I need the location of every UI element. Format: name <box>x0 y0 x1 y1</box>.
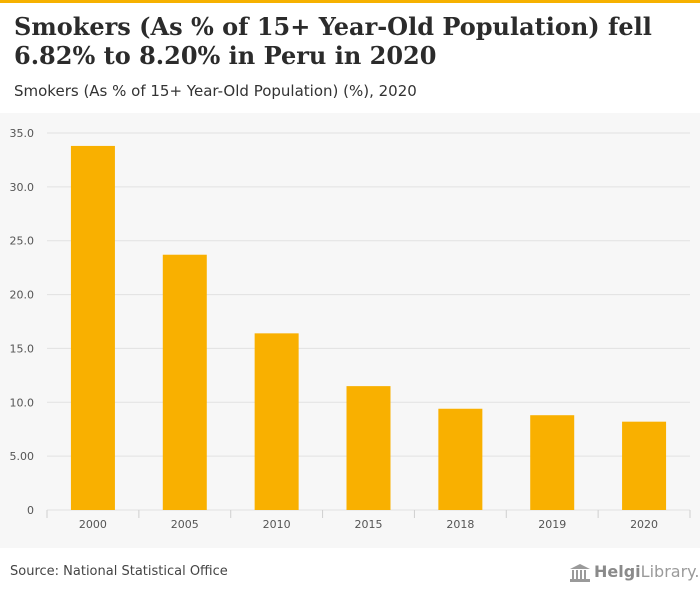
x-tick-label: 2000 <box>79 518 107 531</box>
bar <box>530 415 575 510</box>
source-note: Source: National Statistical Office <box>10 564 228 579</box>
chart-title: Smokers (As % of 15+ Year-Old Population… <box>14 12 652 70</box>
x-tick-label: 2020 <box>630 518 658 531</box>
chart-subtitle: Smokers (As % of 15+ Year-Old Population… <box>14 82 417 100</box>
library-building-icon <box>570 564 590 582</box>
bar <box>70 145 115 510</box>
y-tick-label: 25.0 <box>10 235 35 248</box>
y-tick-label: 0 <box>27 504 34 517</box>
x-tick-label: 2019 <box>538 518 566 531</box>
bar <box>162 254 207 510</box>
logo-text: HelgiLibrary. <box>594 562 699 581</box>
y-tick-label: 10.0 <box>10 396 35 409</box>
logo-brand-rest: Library. <box>640 562 700 581</box>
bar-chart: 0 5.00 10.0 15.0 20.0 25.0 30.0 35.0 2000 2005 201… <box>10 127 691 531</box>
chart-area: 0 5.00 10.0 15.0 20.0 25.0 30.0 35.0 2000 2005 201… <box>0 113 700 548</box>
bar <box>622 421 667 510</box>
accent-bar <box>0 0 700 3</box>
bar <box>254 333 299 510</box>
x-tick-label: 2010 <box>263 518 291 531</box>
x-tick-label: 2015 <box>355 518 383 531</box>
logo-brand-bold: Helgi <box>594 562 641 581</box>
x-tick-label: 2005 <box>171 518 199 531</box>
helgilibrary-logo: HelgiLibrary. <box>568 561 699 585</box>
y-tick-label: 30.0 <box>10 181 35 194</box>
y-tick-label: 35.0 <box>10 127 35 140</box>
y-tick-label: 5.00 <box>10 450 35 463</box>
bar <box>346 386 391 510</box>
y-tick-label: 20.0 <box>10 289 35 302</box>
y-tick-label: 15.0 <box>10 342 35 355</box>
x-tick-label: 2018 <box>446 518 474 531</box>
bar <box>438 408 483 510</box>
